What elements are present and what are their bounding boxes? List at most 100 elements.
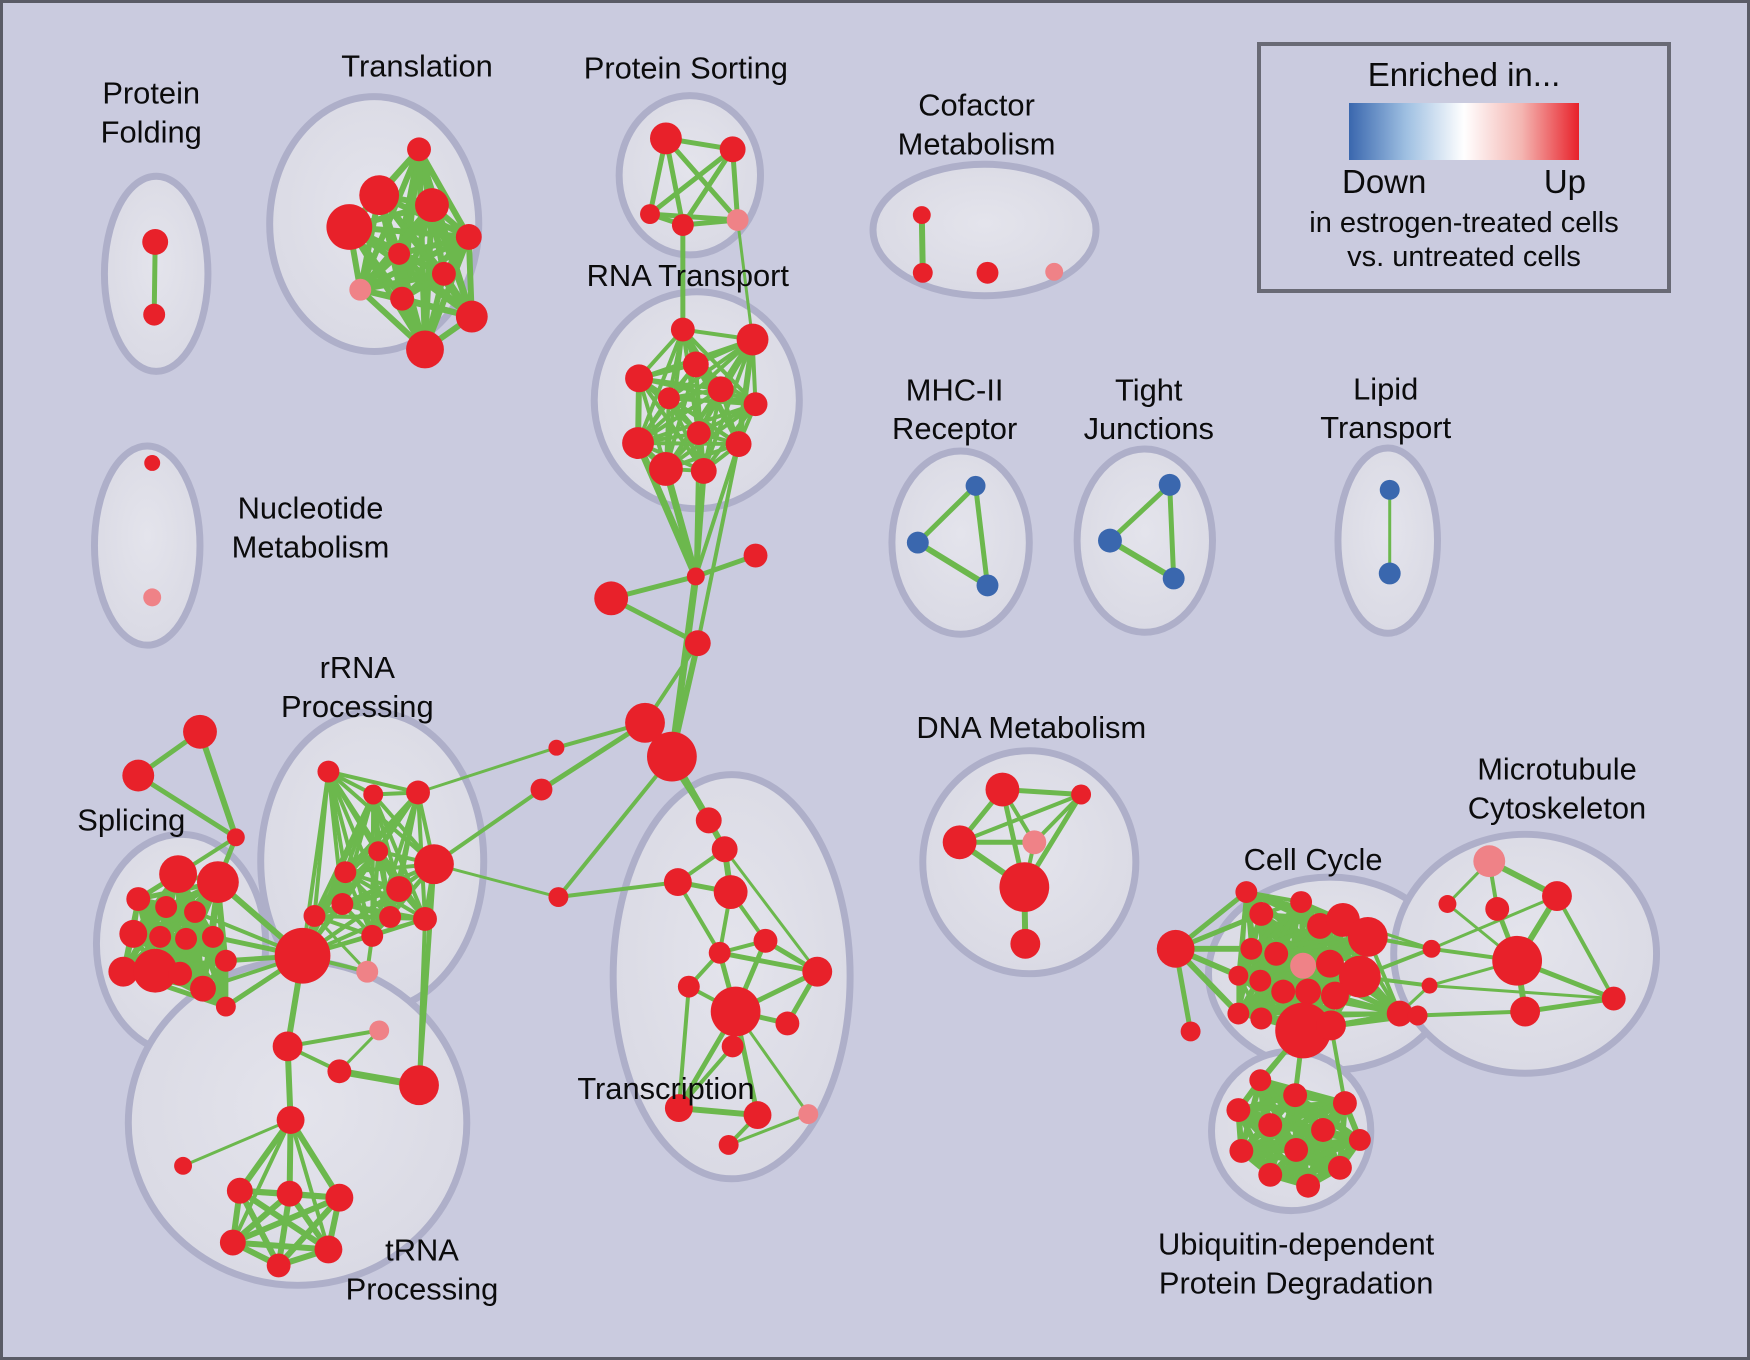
gene-set-node-a2[interactable] (122, 759, 155, 792)
gene-set-node-rb6[interactable] (386, 876, 413, 903)
gene-set-node-tj3[interactable] (1162, 567, 1185, 590)
gene-set-node-tr4[interactable] (713, 875, 748, 909)
gene-set-node-lp2[interactable] (1378, 562, 1401, 585)
gene-set-node-ps1[interactable] (649, 122, 682, 155)
gene-set-node-cf4[interactable] (1045, 262, 1064, 281)
gene-set-node-rb5[interactable] (334, 861, 357, 884)
gene-set-node-mt4[interactable] (1510, 996, 1541, 1027)
gene-set-node-rt6[interactable] (657, 387, 680, 410)
gene-set-node-tl6[interactable] (388, 242, 411, 265)
gene-set-node-trD[interactable] (802, 956, 833, 987)
gene-set-node-cc6[interactable] (1240, 937, 1263, 960)
gene-set-node-rb1[interactable] (317, 760, 340, 783)
gene-set-node-trI[interactable] (718, 1134, 739, 1155)
gene-set-node-mt6[interactable] (1438, 895, 1457, 913)
gene-set-node-tr1[interactable] (695, 807, 722, 834)
gene-set-node-ub6[interactable] (1311, 1118, 1335, 1142)
gene-set-node-cc12[interactable] (1271, 979, 1296, 1004)
gene-set-node-rt5[interactable] (707, 376, 734, 403)
gene-set-node-m1[interactable] (272, 1031, 303, 1062)
gene-set-node-trP[interactable] (798, 1104, 819, 1125)
gene-set-node-tl8[interactable] (349, 278, 372, 301)
gene-set-node-h1[interactable] (276, 1106, 305, 1134)
gene-set-node-ub3[interactable] (1283, 1083, 1308, 1108)
gene-set-node-sp14[interactable] (214, 949, 237, 972)
gene-set-node-dm6[interactable] (1010, 928, 1041, 959)
gene-set-node-ub7[interactable] (1348, 1129, 1371, 1151)
gene-set-node-sp7[interactable] (149, 925, 172, 948)
gene-set-node-sp6[interactable] (119, 919, 148, 948)
gene-set-node-ps3[interactable] (640, 204, 660, 225)
gene-set-node-rt9[interactable] (622, 427, 654, 459)
gene-set-node-dm1[interactable] (985, 772, 1020, 807)
gene-set-node-ch[interactable] (1156, 929, 1195, 968)
gene-set-node-x1[interactable] (594, 581, 629, 616)
gene-set-node-ub9[interactable] (1284, 1137, 1309, 1162)
gene-set-node-tr2[interactable] (711, 836, 738, 863)
gene-set-node-rt1[interactable] (670, 317, 695, 342)
gene-set-node-cc14[interactable] (1321, 981, 1349, 1010)
gene-set-node-sp2[interactable] (197, 861, 239, 904)
gene-set-node-tl5[interactable] (455, 224, 482, 250)
gene-set-node-cc10[interactable] (1228, 965, 1249, 986)
gene-set-node-ub1[interactable] (1249, 1069, 1272, 1092)
gene-set-node-tl7[interactable] (431, 261, 456, 286)
gene-set-node-cc18[interactable] (1180, 1021, 1201, 1042)
gene-set-node-ccB[interactable] (1275, 1002, 1331, 1059)
gene-set-node-dm5[interactable] (999, 862, 1050, 912)
gene-set-node-mt3[interactable] (1492, 935, 1543, 986)
gene-set-node-ps5[interactable] (726, 209, 749, 231)
gene-set-node-c3[interactable] (325, 1183, 354, 1212)
gene-set-node-cf2[interactable] (912, 262, 933, 283)
gene-set-node-l1[interactable] (548, 887, 569, 907)
gene-set-node-tl10[interactable] (455, 300, 488, 333)
gene-set-node-ps4[interactable] (671, 214, 694, 236)
gene-set-node-rpA[interactable] (356, 960, 379, 983)
gene-set-node-sp9[interactable] (201, 925, 224, 948)
gene-set-node-tl3[interactable] (326, 204, 373, 250)
gene-set-node-mt2[interactable] (1485, 897, 1510, 921)
gene-set-node-trE[interactable] (775, 1011, 800, 1036)
gene-set-node-cc13[interactable] (1295, 978, 1322, 1005)
gene-set-node-cc1[interactable] (1249, 902, 1274, 926)
gene-set-node-sp1[interactable] (159, 855, 198, 894)
gene-set-node-mh2[interactable] (906, 531, 929, 554)
gene-set-node-lp1[interactable] (1379, 479, 1400, 500)
gene-set-node-tl2[interactable] (359, 175, 400, 216)
gene-set-node-trF[interactable] (721, 1035, 744, 1058)
gene-set-node-trH[interactable] (743, 1101, 772, 1130)
gene-set-node-rt4[interactable] (625, 364, 653, 393)
gene-set-node-sp13[interactable] (190, 975, 216, 1002)
gene-set-node-mt1[interactable] (1542, 881, 1572, 911)
gene-set-node-cct[interactable] (1235, 881, 1258, 904)
gene-set-node-K2[interactable] (399, 1065, 439, 1106)
gene-set-node-trG[interactable] (664, 1094, 693, 1123)
gene-set-node-cc8[interactable] (1316, 949, 1344, 978)
gene-set-node-c4[interactable] (219, 1229, 246, 1256)
gene-set-node-rt3[interactable] (682, 351, 709, 378)
gene-set-node-cc5[interactable] (1347, 916, 1388, 957)
gene-set-node-sp5[interactable] (184, 901, 206, 923)
gene-set-node-rt2[interactable] (736, 323, 769, 356)
gene-set-node-sp8[interactable] (175, 927, 198, 950)
gene-set-node-k1[interactable] (327, 1059, 352, 1084)
gene-set-node-tl4[interactable] (415, 188, 449, 223)
gene-set-node-x3[interactable] (743, 543, 768, 568)
gene-set-node-cf3[interactable] (976, 261, 999, 284)
gene-set-node-T1[interactable] (710, 986, 761, 1037)
gene-set-node-tj2[interactable] (1098, 528, 1122, 553)
gene-set-node-sp10[interactable] (108, 956, 139, 987)
gene-set-node-l2[interactable] (530, 778, 553, 801)
gene-set-node-cc15[interactable] (1386, 1000, 1413, 1027)
gene-set-node-ub8[interactable] (1229, 1138, 1254, 1163)
gene-set-node-rb4[interactable] (368, 841, 389, 862)
gene-set-node-rb10[interactable] (379, 905, 402, 928)
gene-set-node-cn2[interactable] (1421, 977, 1438, 994)
gene-set-node-sp3[interactable] (126, 887, 151, 911)
gene-set-node-c2[interactable] (276, 1180, 303, 1207)
gene-set-node-tr3[interactable] (663, 868, 692, 897)
gene-set-node-c6[interactable] (266, 1253, 291, 1278)
gene-set-node-ps2[interactable] (719, 136, 746, 163)
gene-set-node-mt5[interactable] (1601, 986, 1626, 1011)
gene-set-node-cf1[interactable] (912, 206, 931, 225)
